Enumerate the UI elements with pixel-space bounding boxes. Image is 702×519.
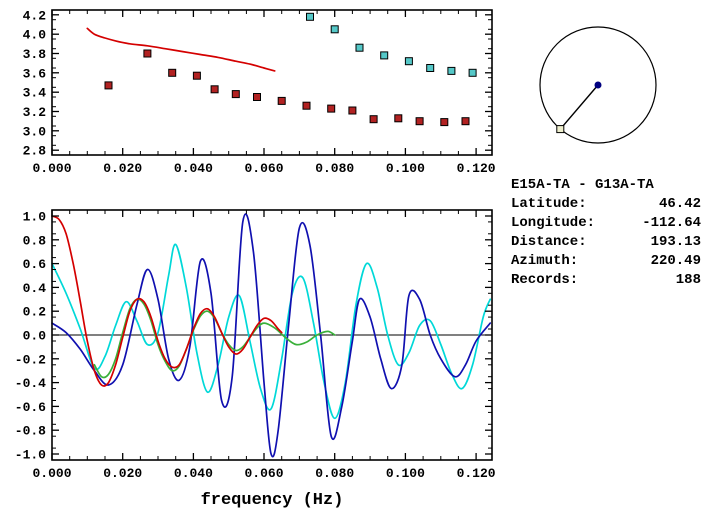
info-row-records: Records: 188 xyxy=(511,271,701,290)
x-tick-label: 0.060 xyxy=(244,161,283,176)
info-row-latitude: Latitude: 46.42 xyxy=(511,195,701,214)
red-square-points xyxy=(143,49,152,58)
y-tick-label: 1.0 xyxy=(23,210,47,225)
y-tick-label: 0.8 xyxy=(23,233,47,248)
phase-velocity-curve xyxy=(86,27,276,72)
info-value: 188 xyxy=(675,272,701,288)
cyan-square-points xyxy=(355,43,364,52)
y-tick-label: -0.6 xyxy=(15,400,46,415)
y-tick-label: 0.6 xyxy=(23,257,47,272)
plot-frame xyxy=(51,9,493,156)
y-tick-label: 3.2 xyxy=(23,105,47,120)
info-label: Latitude: xyxy=(511,196,587,212)
y-tick-label: 0.0 xyxy=(23,329,47,344)
red-square-points xyxy=(192,71,201,80)
x-axis-label: frequency (Hz) xyxy=(201,491,344,510)
azimuth-plot xyxy=(539,26,657,144)
azimuth-line xyxy=(559,84,599,130)
info-row-longitude: Longitude: -112.64 xyxy=(511,214,701,233)
info-value: 46.42 xyxy=(658,196,701,212)
y-tick-label: 2.8 xyxy=(23,144,47,159)
y-tick-label: 3.4 xyxy=(23,86,47,101)
info-row-azimuth: Azimuth: 220.49 xyxy=(511,252,701,271)
y-tick-label: 4.2 xyxy=(23,8,47,23)
red-square-points xyxy=(253,93,261,101)
x-tick-label: 0.040 xyxy=(174,466,213,481)
info-label: Records: xyxy=(511,272,579,288)
endpoint-station-marker xyxy=(556,125,565,134)
y-tick-label: -1.0 xyxy=(15,448,46,463)
red-square-points xyxy=(302,101,311,110)
blue-waveform xyxy=(51,213,492,458)
dispersion-chart: 0.000 0.020 0.040 0.060 0.080 0.100 0.120 2.8 3.… xyxy=(23,8,496,176)
x-tick-label: 0.020 xyxy=(103,466,142,481)
x-tick-label: 0.000 xyxy=(32,466,71,481)
cyan-square-points xyxy=(468,68,477,77)
cyan-square-points xyxy=(380,51,389,60)
red-square-points xyxy=(277,96,286,105)
red-square-points xyxy=(168,68,177,77)
center-station-dot xyxy=(594,81,602,89)
red-square-points xyxy=(348,106,357,115)
x-tick-label: 0.040 xyxy=(174,161,213,176)
y-tick-label: -0.4 xyxy=(15,376,46,391)
red-square-points xyxy=(394,114,403,123)
waveform-chart: 0.000 0.020 0.040 0.060 0.080 0.100 0.120 -1.0 -… xyxy=(15,209,496,510)
x-tick-label: 0.100 xyxy=(386,466,425,481)
x-tick-label: 0.080 xyxy=(315,466,354,481)
red-square-points xyxy=(415,117,424,126)
info-label: Azimuth: xyxy=(511,253,579,269)
x-tick-label: 0.120 xyxy=(457,466,496,481)
cyan-square-points xyxy=(306,12,314,21)
station-info-panel: E15A-TA - G13A-TA Latitude: 46.42 Longit… xyxy=(511,176,701,290)
cyan-square-points xyxy=(330,25,339,34)
station-pair-title: E15A-TA - G13A-TA xyxy=(511,177,654,193)
cyan-square-points xyxy=(404,57,413,66)
y-tick-label: 4.0 xyxy=(23,28,47,43)
red-square-points xyxy=(231,90,240,99)
x-tick-label: 0.120 xyxy=(457,161,496,176)
y-tick-label: 3.8 xyxy=(23,47,47,62)
x-tick-label: 0.000 xyxy=(32,161,71,176)
info-value: -112.64 xyxy=(642,215,701,231)
y-tick-label: -0.2 xyxy=(15,352,46,367)
cyan-waveform xyxy=(51,243,492,420)
red-square-points xyxy=(210,85,219,94)
info-row-distance: Distance: 193.13 xyxy=(511,233,701,252)
red-square-points xyxy=(369,115,378,124)
red-square-points xyxy=(440,118,449,127)
red-square-points xyxy=(104,81,113,90)
y-tick-label: -0.8 xyxy=(15,424,46,439)
y-tick-label: 0.4 xyxy=(23,281,47,296)
x-tick-label: 0.020 xyxy=(103,161,142,176)
y-tick-label: 3.0 xyxy=(23,124,47,139)
x-tick-label: 0.080 xyxy=(315,161,354,176)
cyan-square-points xyxy=(426,64,435,72)
info-value: 220.49 xyxy=(650,253,701,269)
info-label: Distance: xyxy=(511,234,587,250)
cyan-square-points xyxy=(447,66,456,75)
y-tick-label: 3.6 xyxy=(23,66,47,81)
info-value: 193.13 xyxy=(650,234,701,250)
x-tick-label: 0.100 xyxy=(386,161,425,176)
info-label: Longitude: xyxy=(511,215,596,231)
red-waveform xyxy=(51,215,283,387)
azimuth-circle-outline xyxy=(539,26,657,144)
y-tick-label: 0.2 xyxy=(23,305,47,320)
red-square-points xyxy=(461,117,470,126)
x-tick-label: 0.060 xyxy=(244,466,283,481)
red-square-points xyxy=(327,104,336,113)
